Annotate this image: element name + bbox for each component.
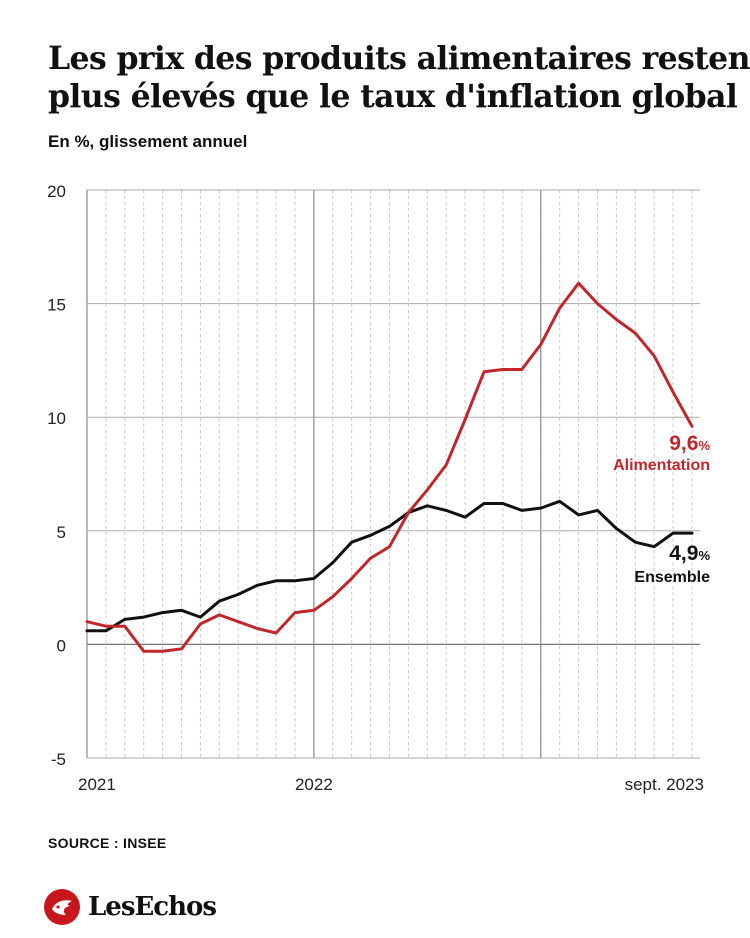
- x-tick-label: sept. 2023: [625, 775, 704, 794]
- alimentation-end-value: 9,6%: [669, 432, 710, 455]
- alimentation-series-name: Alimentation: [613, 457, 710, 474]
- ensemble-series-name: Ensemble: [634, 569, 710, 586]
- y-tick-label: 5: [57, 523, 66, 542]
- y-tick-label: -5: [51, 750, 66, 769]
- grid: [86, 189, 700, 759]
- ensemble-line: [85, 499, 694, 633]
- chart-title: Les prix des produits alimentaires reste…: [48, 40, 750, 116]
- line-chart: 20 15 10 5 0 -5 2021 2022 sept. 2023 9,6% Aliment…: [47, 182, 710, 794]
- ensemble-end-value: 4,9%: [669, 542, 710, 565]
- x-tick-label: 2021: [78, 775, 116, 794]
- y-tick-label: 10: [47, 409, 66, 428]
- source-note: SOURCE : INSEE: [48, 835, 167, 851]
- x-tick-label: 2022: [295, 775, 333, 794]
- axis-labels: 20 15 10 5 0 -5 2021 2022 sept. 2023: [47, 182, 704, 794]
- alimentation-line: [85, 281, 694, 653]
- y-tick-label: 20: [47, 182, 66, 201]
- series-lines: [85, 281, 694, 653]
- chart-subtitle: En %, glissement annuel: [48, 132, 248, 151]
- les-echos-logo-icon: [44, 889, 80, 925]
- brand-name: LesEchos: [88, 892, 217, 922]
- title-line-2: plus élevés que le taux d'inflation glob…: [48, 78, 738, 115]
- series-labels: 9,6% Alimentation 4,9% Ensemble: [613, 432, 710, 586]
- brand-logo: LesEchos: [44, 887, 217, 927]
- y-tick-label: 0: [57, 636, 66, 655]
- y-tick-label: 15: [47, 296, 66, 315]
- title-line-1: Les prix des produits alimentaires reste…: [48, 40, 750, 77]
